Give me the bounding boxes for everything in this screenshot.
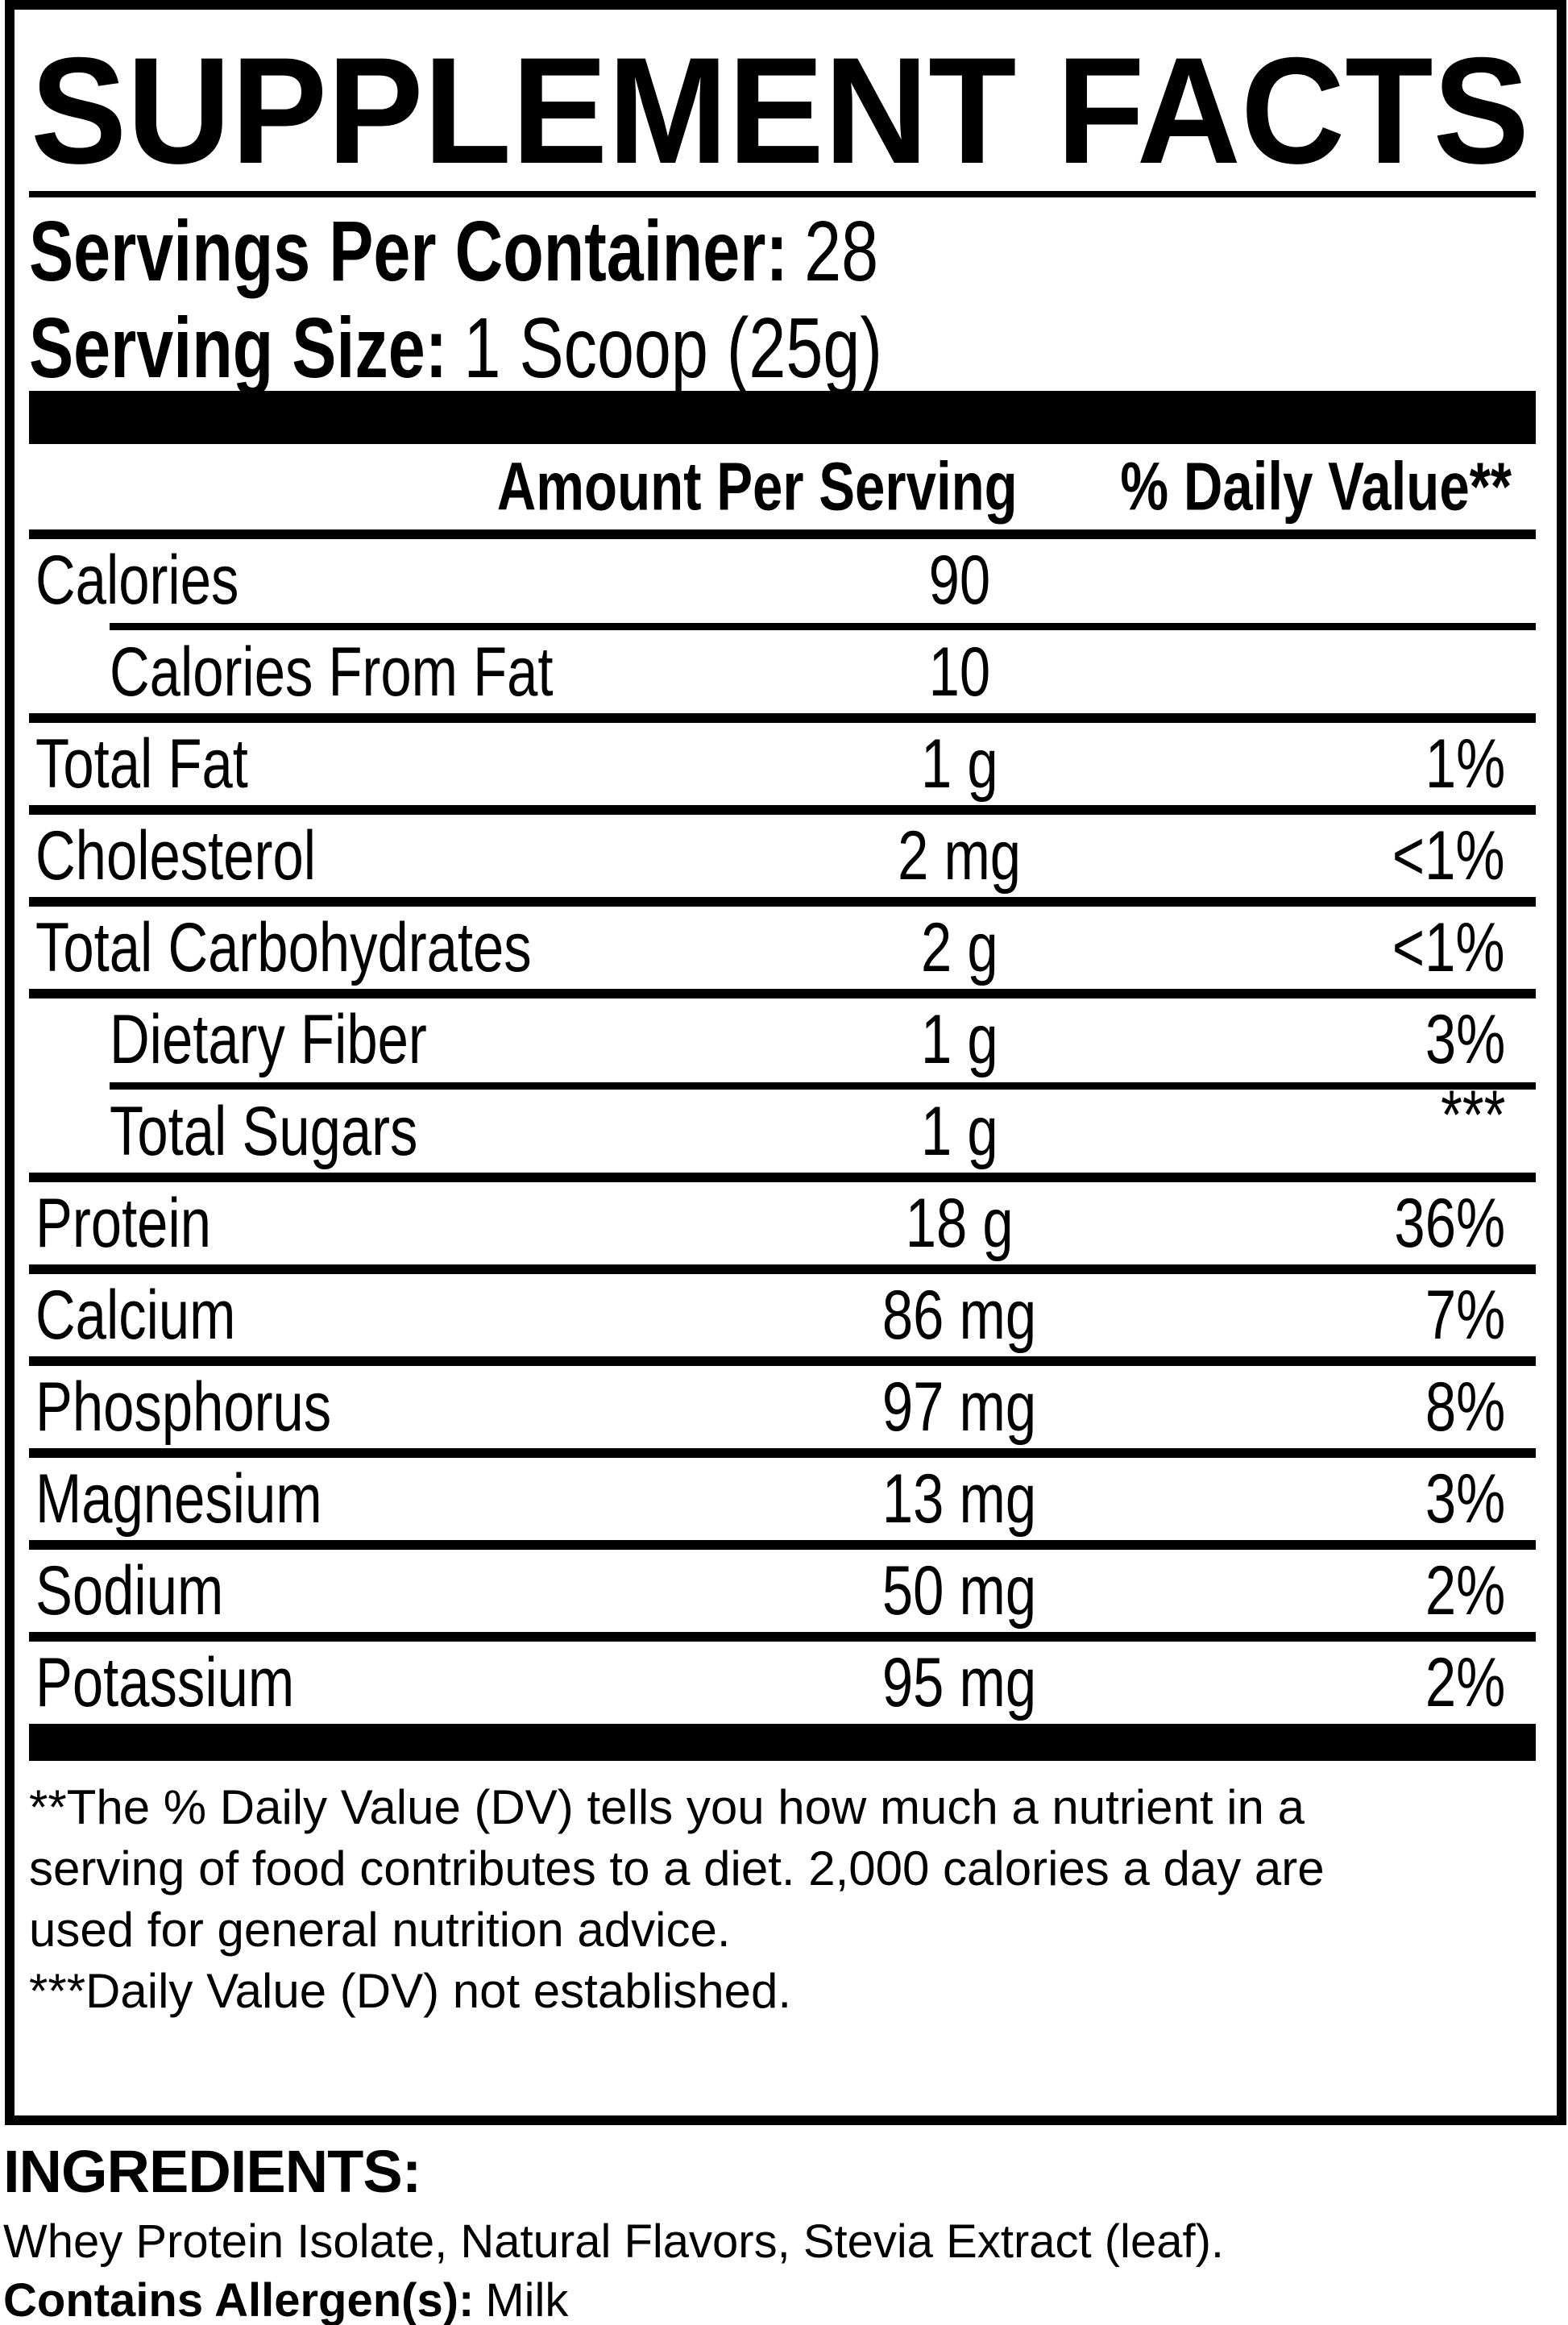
row-divider xyxy=(29,897,1536,907)
footnote-line: serving of food contributes to a diet. 2… xyxy=(29,1841,1325,1895)
row-divider xyxy=(29,989,1536,999)
footnote-line: **The % Daily Value (DV) tells you how m… xyxy=(29,1780,1305,1834)
nutrient-amount: 1 g xyxy=(921,1000,998,1078)
nutrient-amount: 50 mg xyxy=(882,1551,1037,1630)
row-divider xyxy=(110,1082,1536,1090)
ingredients-section: INGREDIENTS: Whey Protein Isolate, Natur… xyxy=(3,2140,1558,2325)
title-svg: SUPPLEMENT FACTS xyxy=(31,26,1529,195)
nutrient-row-cholesterol: Cholesterol 2 mg <1% xyxy=(29,815,1536,897)
nutrient-dv xyxy=(1505,541,1536,621)
allergen-line: Contains Allergen(s): Milk xyxy=(3,2277,1558,2325)
row-divider xyxy=(110,623,1536,630)
nutrient-name: Calcium xyxy=(35,1276,236,1354)
nutrient-amount: 2 g xyxy=(921,908,998,986)
nutrient-amount: 13 mg xyxy=(882,1459,1037,1538)
row-divider xyxy=(29,1356,1536,1366)
nutrient-name: Sodium xyxy=(35,1551,224,1630)
nutrient-dv: *** xyxy=(1440,1076,1505,1154)
nutrient-dv: 8% xyxy=(1425,1368,1505,1446)
nutrient-dv: 2% xyxy=(1425,1643,1505,1721)
footnote-line: ***Daily Value (DV) not established. xyxy=(29,1964,792,2018)
nutrient-name: Total Carbohydrates xyxy=(35,908,532,986)
column-header-row: Amount Per Serving % Daily Value** xyxy=(29,444,1536,529)
serving-size-value: 1 Scoop (25g) xyxy=(463,301,882,396)
row-divider xyxy=(29,805,1536,815)
serving-size-row: Serving Size: 1 Scoop (25g) xyxy=(29,301,1536,396)
nutrient-name: Total Fat xyxy=(35,724,248,803)
nutrient-row-total-sugars: Total Sugars 1 g *** xyxy=(29,1077,1536,1173)
nutrient-dv: 36% xyxy=(1394,1184,1505,1262)
title-row: SUPPLEMENT FACTS xyxy=(29,10,1536,195)
facts-panel-inner: SUPPLEMENT FACTS Servings Per Container:… xyxy=(15,10,1557,2115)
nutrient-amount: 18 g xyxy=(906,1184,1014,1262)
nutrient-row-calories: Calories 90 xyxy=(29,539,1536,621)
nutrient-row-calcium: Calcium 86 mg 7% xyxy=(29,1274,1536,1356)
nutrient-amount: 2 mg xyxy=(898,816,1022,895)
facts-panel: SUPPLEMENT FACTS Servings Per Container:… xyxy=(5,0,1566,2125)
row-divider xyxy=(29,1448,1536,1458)
nutrient-dv: 2% xyxy=(1425,1551,1505,1630)
row-divider xyxy=(29,1173,1536,1182)
nutrient-row-total-fat: Total Fat 1 g 1% xyxy=(29,723,1536,805)
nutrient-name: Total Sugars xyxy=(110,1092,418,1170)
nutrient-name: Phosphorus xyxy=(35,1368,332,1446)
nutrient-amount: 1 g xyxy=(921,1092,998,1170)
nutrient-amount: 86 mg xyxy=(882,1276,1037,1354)
nutrient-row-magnesium: Magnesium 13 mg 3% xyxy=(29,1458,1536,1540)
nutrient-dv: 1% xyxy=(1425,724,1505,803)
daily-value-footnote: **The % Daily Value (DV) tells you how m… xyxy=(29,1777,1536,2022)
nutrient-name: Protein xyxy=(35,1184,211,1262)
nutrient-dv xyxy=(1505,633,1536,712)
nutrient-dv: 7% xyxy=(1425,1276,1505,1354)
nutrient-amount: 95 mg xyxy=(882,1643,1037,1721)
nutrient-name: Dietary Fiber xyxy=(110,1000,427,1078)
nutrient-dv: <1% xyxy=(1392,908,1505,986)
row-divider xyxy=(29,1264,1536,1274)
nutrient-row-phosphorus: Phosphorus 97 mg 8% xyxy=(29,1366,1536,1448)
nutrient-row-sodium: Sodium 50 mg 2% xyxy=(29,1550,1536,1632)
nutrient-amount: 1 g xyxy=(921,724,998,803)
nutrient-amount: 90 xyxy=(928,541,991,619)
page-title: SUPPLEMENT FACTS xyxy=(31,26,1529,191)
nutrient-name: Cholesterol xyxy=(35,816,316,895)
allergen-label: Contains Allergen(s): xyxy=(3,2274,475,2325)
header-divider xyxy=(29,529,1536,539)
separator-bar-bottom xyxy=(29,1724,1536,1761)
nutrient-amount: 97 mg xyxy=(882,1368,1037,1446)
nutrient-name: Calories xyxy=(35,541,239,619)
serving-size-label: Serving Size: xyxy=(29,301,448,396)
nutrient-dv: 3% xyxy=(1425,1459,1505,1538)
servings-per-container-row: Servings Per Container: 28 xyxy=(29,197,1536,306)
nutrient-name: Calories From Fat xyxy=(110,633,554,711)
nutrient-amount: 10 xyxy=(928,633,991,711)
ingredients-list: Whey Protein Isolate, Natural Flavors, S… xyxy=(3,2215,1224,2268)
nutrient-name: Potassium xyxy=(35,1643,295,1721)
servings-per-container-value: 28 xyxy=(804,204,879,299)
row-divider xyxy=(29,713,1536,723)
nutrient-name: Magnesium xyxy=(35,1459,322,1538)
daily-value-header: % Daily Value** xyxy=(1120,448,1512,525)
nutrient-dv: 3% xyxy=(1425,1000,1505,1078)
ingredients-heading: INGREDIENTS: xyxy=(3,2138,421,2205)
nutrient-row-protein: Protein 18 g 36% xyxy=(29,1182,1536,1264)
nutrient-row-potassium: Potassium 95 mg 2% xyxy=(29,1642,1536,1724)
servings-per-container-label: Servings Per Container: xyxy=(29,204,788,299)
amount-per-serving-header: Amount Per Serving xyxy=(496,448,1018,525)
footnote-line: used for general nutrition advice. xyxy=(29,1903,731,1957)
allergen-value: Milk xyxy=(485,2274,569,2325)
title-divider xyxy=(29,191,1536,197)
nutrient-row-total-carbohydrates: Total Carbohydrates 2 g <1% xyxy=(29,907,1536,989)
row-divider xyxy=(29,1632,1536,1642)
separator-bar-top xyxy=(29,391,1536,444)
row-divider xyxy=(29,1540,1536,1550)
nutrient-dv: <1% xyxy=(1392,816,1505,895)
nutrient-row-dietary-fiber: Dietary Fiber 1 g 3% xyxy=(29,999,1536,1081)
nutrient-row-calories-from-fat: Calories From Fat 10 xyxy=(29,631,1536,713)
